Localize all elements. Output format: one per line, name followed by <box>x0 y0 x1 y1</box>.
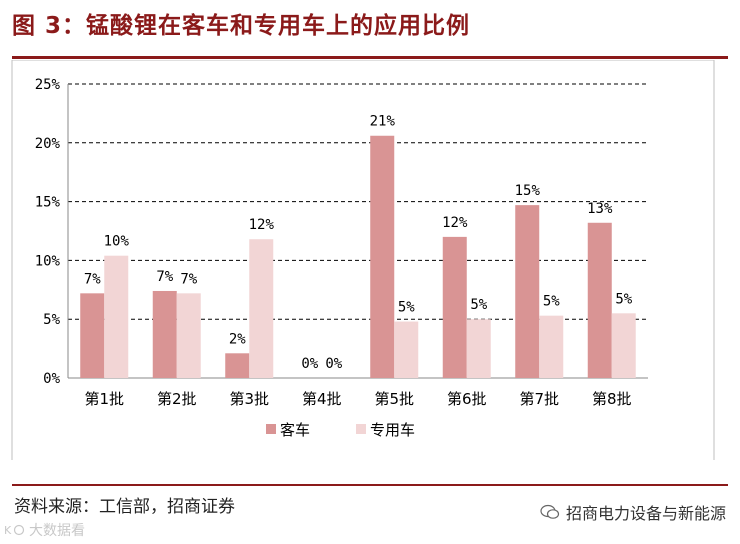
x-tick-label: 第7批 <box>519 390 559 408</box>
bar-special-vehicle <box>394 321 419 378</box>
footer-divider <box>12 484 728 486</box>
data-label: 0% <box>301 356 318 372</box>
x-tick-label: 第5批 <box>374 390 414 408</box>
bar-special-vehicle <box>611 313 636 378</box>
x-tick-label: 第8批 <box>592 390 632 408</box>
data-label: 2% <box>229 331 246 347</box>
chart-title: 图 3：锰酸锂在客车和专用车上的应用比例 <box>12 13 471 39</box>
data-label: 7% <box>156 269 173 285</box>
bar-special-vehicle <box>249 239 274 378</box>
x-tick-label: 第1批 <box>84 390 124 408</box>
svg-text:K: K <box>4 524 12 537</box>
data-label: 5% <box>543 294 560 310</box>
watermark-text: 大数据看 <box>29 523 85 539</box>
legend-swatch-bus <box>266 424 276 434</box>
data-label: 5% <box>470 297 487 313</box>
brand-name: 招商电力设备与新能源 <box>565 504 726 523</box>
bar-chart: 0% 5% 10% 15% 20% 25% 第1批 7% 10% 第2批 7% 7% 第3批 2% 12% 第… <box>11 60 715 460</box>
chart-frame <box>11 60 715 460</box>
bar-bus <box>515 205 540 378</box>
title-divider <box>12 56 728 59</box>
y-tick-label: 10% <box>35 253 61 269</box>
watermark: K 大数据看 <box>4 520 85 540</box>
brand-signature: 招商电力设备与新能源 <box>540 500 726 524</box>
data-label: 5% <box>615 291 632 307</box>
data-label: 7% <box>84 271 101 287</box>
bar-bus <box>152 290 177 378</box>
bar-bus <box>587 222 612 378</box>
data-label: 15% <box>515 183 541 199</box>
data-label: 12% <box>442 215 468 231</box>
bar-bus <box>80 293 105 378</box>
bar-bus <box>225 353 250 378</box>
x-tick-label: 第2批 <box>157 390 197 408</box>
legend-label-special-vehicle: 专用车 <box>370 421 415 439</box>
data-label: 10% <box>104 234 130 250</box>
legend-label-bus: 客车 <box>280 421 310 439</box>
bar-special-vehicle <box>104 255 129 378</box>
legend-swatch-special-vehicle <box>356 424 366 434</box>
bar-bus <box>442 236 467 378</box>
data-label: 21% <box>370 114 396 130</box>
bar-special-vehicle <box>539 315 564 378</box>
y-tick-label: 20% <box>35 136 61 152</box>
x-tick-label: 第6批 <box>447 390 487 408</box>
bar-special-vehicle <box>466 319 491 378</box>
bar-special-vehicle <box>176 293 201 378</box>
y-tick-label: 5% <box>43 312 60 328</box>
x-tick-label: 第4批 <box>302 390 342 408</box>
x-tick-label: 第3批 <box>229 390 269 408</box>
data-label: 5% <box>398 300 415 316</box>
y-tick-label: 15% <box>35 195 61 211</box>
data-label: 12% <box>249 217 275 233</box>
data-label: 13% <box>587 201 613 217</box>
watermark-logo-icon: K <box>4 524 25 537</box>
bar-bus <box>370 135 395 378</box>
wechat-icon <box>540 504 560 519</box>
data-label: 7% <box>180 271 197 287</box>
source-note: 资料来源：工信部，招商证券 <box>14 497 235 517</box>
y-tick-label: 0% <box>43 371 60 387</box>
data-label: 0% <box>325 356 342 372</box>
y-tick-label: 25% <box>35 77 61 93</box>
